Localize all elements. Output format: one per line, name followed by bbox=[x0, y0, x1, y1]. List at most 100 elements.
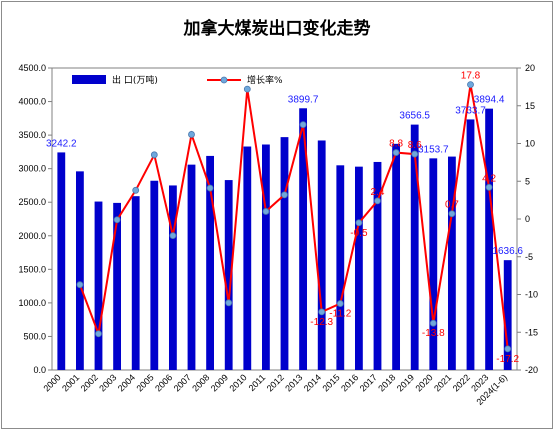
growth-value-label: 8.8 bbox=[389, 139, 403, 150]
x-axis-tick-label: 2002 bbox=[79, 372, 100, 393]
right-axis-tick-label: -10 bbox=[525, 290, 538, 300]
x-axis-tick-label: 2015 bbox=[320, 372, 341, 393]
x-axis-tick-label: 2001 bbox=[60, 372, 81, 393]
growth-point bbox=[76, 281, 84, 289]
bar bbox=[243, 146, 252, 370]
left-axis-tick-label: 2000.0 bbox=[18, 231, 46, 241]
left-axis-tick-label: 1000.0 bbox=[18, 298, 46, 308]
bar bbox=[94, 201, 103, 370]
growth-value-label: 8.6 bbox=[408, 140, 422, 151]
growth-point bbox=[467, 81, 474, 89]
growth-point bbox=[188, 131, 195, 138]
bar bbox=[429, 158, 438, 370]
growth-point bbox=[169, 232, 177, 240]
bar bbox=[466, 119, 475, 370]
bar bbox=[447, 156, 456, 370]
left-axis-tick-label: 500.0 bbox=[23, 331, 46, 341]
growth-point bbox=[411, 150, 419, 158]
bar bbox=[280, 137, 289, 370]
growth-point bbox=[448, 210, 456, 218]
growth-point bbox=[150, 151, 158, 159]
growth-point bbox=[95, 330, 102, 338]
growth-point bbox=[336, 300, 344, 307]
growth-point bbox=[429, 319, 437, 327]
bar-value-label: 1636.6 bbox=[492, 246, 523, 257]
x-axis-tick-label: 2012 bbox=[265, 372, 286, 393]
right-axis-tick-label: 15 bbox=[525, 101, 535, 111]
growth-point bbox=[132, 186, 140, 194]
x-axis-tick-label: 2020 bbox=[413, 372, 434, 393]
right-axis-tick-label: 10 bbox=[525, 139, 535, 149]
legend-line-label: 增长率% bbox=[247, 74, 283, 86]
bar bbox=[410, 124, 419, 371]
legend-bar-swatch bbox=[72, 75, 106, 84]
left-axis-tick-label: 0.0 bbox=[33, 365, 46, 375]
left-axis-tick-label: 3500.0 bbox=[18, 130, 46, 140]
bar-value-label: 3656.5 bbox=[399, 111, 430, 122]
bar bbox=[336, 165, 345, 370]
x-axis-tick-label: 2018 bbox=[376, 372, 397, 393]
bar bbox=[168, 185, 177, 370]
x-axis-tick-label: 2017 bbox=[358, 372, 379, 393]
bar bbox=[150, 180, 159, 370]
bar-value-label: 3733.7 bbox=[455, 105, 486, 116]
right-axis-tick-label: 5 bbox=[525, 176, 530, 186]
x-axis-tick-label: 2013 bbox=[283, 372, 304, 393]
growth-point bbox=[113, 216, 121, 224]
growth-point bbox=[206, 184, 214, 192]
bar bbox=[317, 140, 326, 370]
right-axis-tick-label: -15 bbox=[525, 327, 538, 337]
growth-point bbox=[318, 308, 326, 316]
growth-point bbox=[262, 208, 270, 215]
left-axis-tick-label: 1500.0 bbox=[18, 264, 46, 274]
bar bbox=[373, 161, 382, 370]
growth-value-label: -13.8 bbox=[422, 328, 445, 339]
growth-point bbox=[392, 149, 400, 156]
growth-point bbox=[281, 191, 288, 199]
growth-point bbox=[225, 299, 233, 307]
growth-point bbox=[504, 345, 512, 353]
growth-point bbox=[243, 85, 251, 93]
legend-line-marker bbox=[220, 76, 228, 84]
bar bbox=[354, 166, 363, 370]
bar bbox=[113, 202, 122, 370]
x-axis-tick-label: 2016 bbox=[339, 372, 360, 393]
x-axis-tick-label: 2022 bbox=[451, 372, 472, 393]
growth-value-label: -12.3 bbox=[310, 317, 333, 328]
growth-value-label: -0.5 bbox=[350, 228, 368, 239]
left-axis-tick-label: 4000.0 bbox=[18, 97, 46, 107]
bar bbox=[503, 260, 512, 370]
left-axis-tick-label: 3000.0 bbox=[18, 164, 46, 174]
growth-value-label: 4.2 bbox=[482, 173, 496, 184]
growth-value-label: 17.8 bbox=[461, 71, 481, 82]
x-axis-tick-label: 2009 bbox=[209, 372, 230, 393]
x-axis-tick-label: 2011 bbox=[247, 372, 268, 393]
growth-value-label: 2.4 bbox=[371, 187, 385, 198]
x-axis-tick-label: 2006 bbox=[153, 372, 174, 393]
x-axis-tick-label: 2010 bbox=[227, 372, 248, 393]
x-axis-tick-label: 2004 bbox=[116, 372, 137, 393]
x-axis-tick-label: 2000 bbox=[41, 372, 62, 393]
right-axis-tick-label: 0 bbox=[525, 214, 530, 224]
bar bbox=[485, 108, 494, 370]
x-axis-tick-label: 2003 bbox=[97, 372, 118, 393]
bar bbox=[57, 152, 66, 370]
x-axis-tick-label: 2005 bbox=[134, 372, 155, 393]
bar-value-label: 3242.2 bbox=[46, 138, 77, 149]
right-axis-tick-label: -20 bbox=[525, 365, 538, 375]
right-axis-tick-label: -5 bbox=[525, 252, 533, 262]
x-axis-tick-label: 2021 bbox=[432, 372, 453, 393]
right-axis-tick-label: 20 bbox=[525, 63, 535, 73]
x-axis-tick-label: 2014 bbox=[302, 372, 323, 393]
bar bbox=[206, 155, 215, 370]
bar bbox=[224, 180, 233, 370]
growth-value-label: -17.2 bbox=[496, 354, 519, 365]
growth-value-label: -11.2 bbox=[329, 309, 351, 320]
x-axis-tick-label: 2008 bbox=[190, 372, 211, 393]
bar bbox=[131, 196, 140, 370]
bar bbox=[299, 108, 308, 370]
bar-value-label: 3899.7 bbox=[288, 94, 319, 105]
growth-point bbox=[299, 121, 307, 129]
